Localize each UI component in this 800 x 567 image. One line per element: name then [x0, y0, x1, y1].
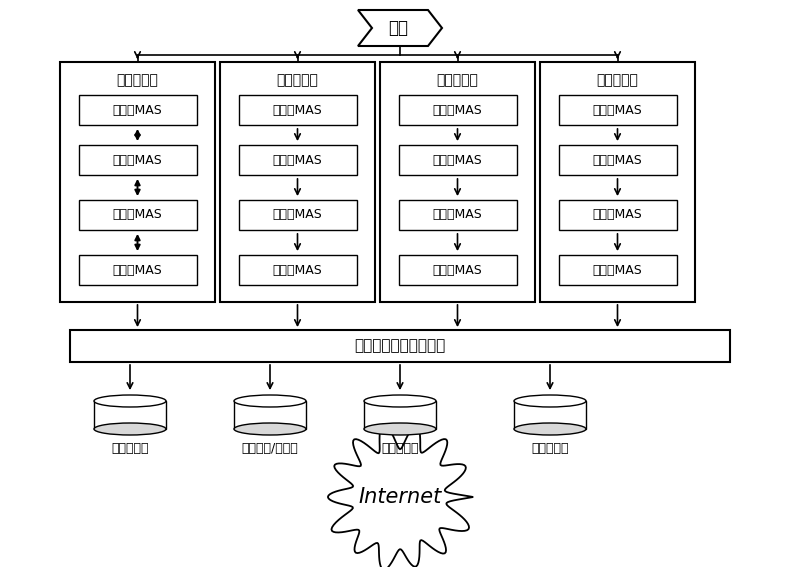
FancyBboxPatch shape — [364, 401, 436, 429]
FancyBboxPatch shape — [238, 95, 357, 125]
FancyBboxPatch shape — [514, 401, 586, 429]
FancyBboxPatch shape — [70, 330, 730, 362]
Text: 职能层MAS: 职能层MAS — [593, 104, 642, 116]
FancyBboxPatch shape — [220, 62, 375, 302]
Text: 本地逻辑库: 本地逻辑库 — [531, 442, 569, 455]
Text: 职能层MAS: 职能层MAS — [273, 104, 322, 116]
FancyBboxPatch shape — [398, 145, 517, 175]
Text: 用户: 用户 — [388, 19, 408, 37]
Text: 资源层MAS: 资源层MAS — [593, 264, 642, 277]
FancyBboxPatch shape — [78, 255, 197, 285]
Text: 本地知识库: 本地知识库 — [382, 442, 418, 455]
FancyBboxPatch shape — [238, 200, 357, 230]
Ellipse shape — [94, 423, 166, 435]
Text: 通信层MAS: 通信层MAS — [113, 209, 162, 222]
Ellipse shape — [514, 423, 586, 435]
FancyBboxPatch shape — [398, 95, 517, 125]
Text: 通信层MAS: 通信层MAS — [273, 209, 322, 222]
Text: 资源层MAS: 资源层MAS — [433, 264, 482, 277]
FancyBboxPatch shape — [78, 95, 197, 125]
Polygon shape — [358, 10, 442, 46]
FancyBboxPatch shape — [78, 145, 197, 175]
Text: 作业层MAS: 作业层MAS — [113, 154, 162, 167]
FancyBboxPatch shape — [234, 401, 306, 429]
Ellipse shape — [234, 423, 306, 435]
Ellipse shape — [514, 395, 586, 407]
FancyBboxPatch shape — [380, 62, 535, 302]
Text: 作业层MAS: 作业层MAS — [593, 154, 642, 167]
Text: 作业层MAS: 作业层MAS — [273, 154, 322, 167]
Polygon shape — [328, 424, 474, 567]
Ellipse shape — [234, 395, 306, 407]
FancyBboxPatch shape — [558, 95, 677, 125]
FancyBboxPatch shape — [78, 200, 197, 230]
Text: 博弈子系统: 博弈子系统 — [597, 73, 638, 87]
Ellipse shape — [364, 423, 436, 435]
Text: Internet: Internet — [358, 487, 442, 507]
Text: 职能层MAS: 职能层MAS — [113, 104, 162, 116]
Text: 通信层MAS: 通信层MAS — [593, 209, 642, 222]
Text: 通信层MAS: 通信层MAS — [433, 209, 482, 222]
FancyBboxPatch shape — [238, 255, 357, 285]
FancyBboxPatch shape — [558, 200, 677, 230]
Text: 资源层MAS: 资源层MAS — [273, 264, 322, 277]
FancyBboxPatch shape — [558, 255, 677, 285]
FancyBboxPatch shape — [398, 200, 517, 230]
Ellipse shape — [94, 395, 166, 407]
Text: 智能决策仿真实验系统: 智能决策仿真实验系统 — [354, 338, 446, 353]
FancyBboxPatch shape — [94, 401, 166, 429]
Text: 规划子系统: 规划子系统 — [117, 73, 158, 87]
Text: 评估子系统: 评估子系统 — [277, 73, 318, 87]
Text: 决策子系统: 决策子系统 — [437, 73, 478, 87]
FancyBboxPatch shape — [398, 255, 517, 285]
Ellipse shape — [364, 395, 436, 407]
FancyBboxPatch shape — [238, 145, 357, 175]
Text: 作业层MAS: 作业层MAS — [433, 154, 482, 167]
Text: 职能层MAS: 职能层MAS — [433, 104, 482, 116]
FancyBboxPatch shape — [60, 62, 215, 302]
Text: 资源层MAS: 资源层MAS — [113, 264, 162, 277]
Text: 本地素材库: 本地素材库 — [111, 442, 149, 455]
FancyBboxPatch shape — [540, 62, 695, 302]
Text: 本地范例/对策库: 本地范例/对策库 — [242, 442, 298, 455]
FancyBboxPatch shape — [558, 145, 677, 175]
